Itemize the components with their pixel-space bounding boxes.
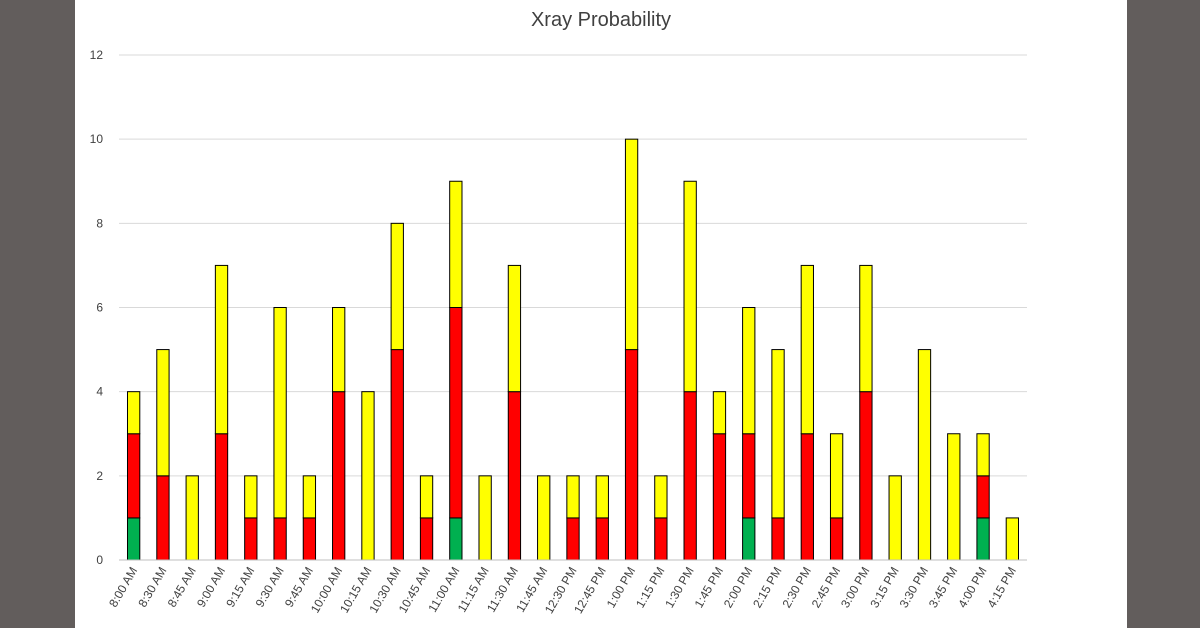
bar-segment — [976, 517, 990, 561]
bar-segment — [214, 433, 229, 561]
bar-segment — [771, 517, 785, 561]
bar-segment — [390, 349, 404, 561]
bar-segment — [273, 517, 287, 561]
bar-segment — [800, 433, 814, 561]
bar-segment — [478, 475, 492, 561]
bars — [126, 138, 1020, 561]
bar-segment — [654, 475, 668, 519]
bar-segment — [507, 391, 522, 561]
bar-segment — [771, 349, 785, 519]
bar-segment — [537, 475, 551, 561]
y-axis: 0 2 4 6 8 10 12 — [90, 48, 104, 567]
bar-segment — [624, 349, 639, 561]
bar-segment — [302, 517, 317, 561]
bar-segment — [624, 138, 639, 351]
bar-segment — [156, 349, 170, 477]
bar-segment — [244, 475, 258, 519]
bar-segment — [566, 475, 580, 519]
x-axis: 8:00 AM8:30 AM8:45 AM9:00 AM9:15 AM9:30 … — [106, 559, 1027, 616]
bar-segment — [800, 264, 814, 435]
bar-segment — [566, 517, 580, 561]
bar-segment — [361, 391, 375, 561]
bar-segment — [390, 222, 404, 351]
bar-segment — [185, 475, 199, 561]
y-tick-label: 6 — [96, 301, 103, 315]
bar-segment — [244, 517, 258, 561]
bar-segment — [273, 307, 287, 519]
bar-segment — [742, 517, 756, 561]
bar-segment — [654, 517, 668, 561]
bar-segment — [507, 264, 522, 393]
y-tick-label: 8 — [96, 216, 103, 230]
y-tick-label: 12 — [90, 48, 104, 62]
x-tick-label: 4:15 PM — [984, 565, 1018, 611]
bar-segment — [859, 391, 873, 561]
bar-segment — [976, 475, 990, 519]
bar-segment — [449, 180, 463, 308]
bar-segment — [332, 391, 346, 561]
bar-segment — [332, 307, 346, 393]
bar-segment — [1005, 517, 1020, 561]
bar-segment — [742, 433, 756, 519]
bar-segment — [859, 264, 873, 393]
bar-segment — [126, 517, 141, 561]
chart-panel: 0 2 4 6 8 10 12 8:00 AM 8:30 AM 8:45 AM 9:00 AM 9:… — [75, 0, 1127, 628]
bar-segment — [947, 433, 961, 561]
bar-segment — [888, 475, 902, 561]
bar-segment — [976, 433, 990, 477]
bar-segment — [829, 517, 844, 561]
bar-segment — [712, 433, 727, 561]
bar-segment — [595, 475, 609, 519]
bar-segment — [302, 475, 317, 519]
y-tick-label: 10 — [90, 132, 104, 146]
gridlines — [119, 54, 1027, 561]
bar-chart: 0 2 4 6 8 10 12 8:00 AM8:30 AM8:45 AM9:00 AM9:… — [90, 9, 1027, 616]
bar-segment — [126, 391, 141, 435]
bar-segment — [595, 517, 609, 561]
y-tick-label: 2 — [96, 469, 103, 483]
chart-title: Xray Probability — [531, 9, 671, 31]
bar-segment — [419, 475, 434, 519]
y-tick-label: 4 — [96, 385, 103, 399]
bar-segment — [156, 475, 170, 561]
bar-segment — [742, 307, 756, 435]
bar-segment — [683, 180, 697, 393]
bar-segment — [214, 264, 229, 435]
bar-segment — [683, 391, 697, 561]
bar-segment — [829, 433, 844, 519]
bar-segment — [126, 433, 141, 519]
bar-segment — [449, 307, 463, 519]
bar-segment — [712, 391, 727, 435]
bar-segment — [419, 517, 434, 561]
bar-segment — [917, 349, 932, 561]
bar-segment — [449, 517, 463, 561]
y-tick-label: 0 — [96, 553, 103, 567]
